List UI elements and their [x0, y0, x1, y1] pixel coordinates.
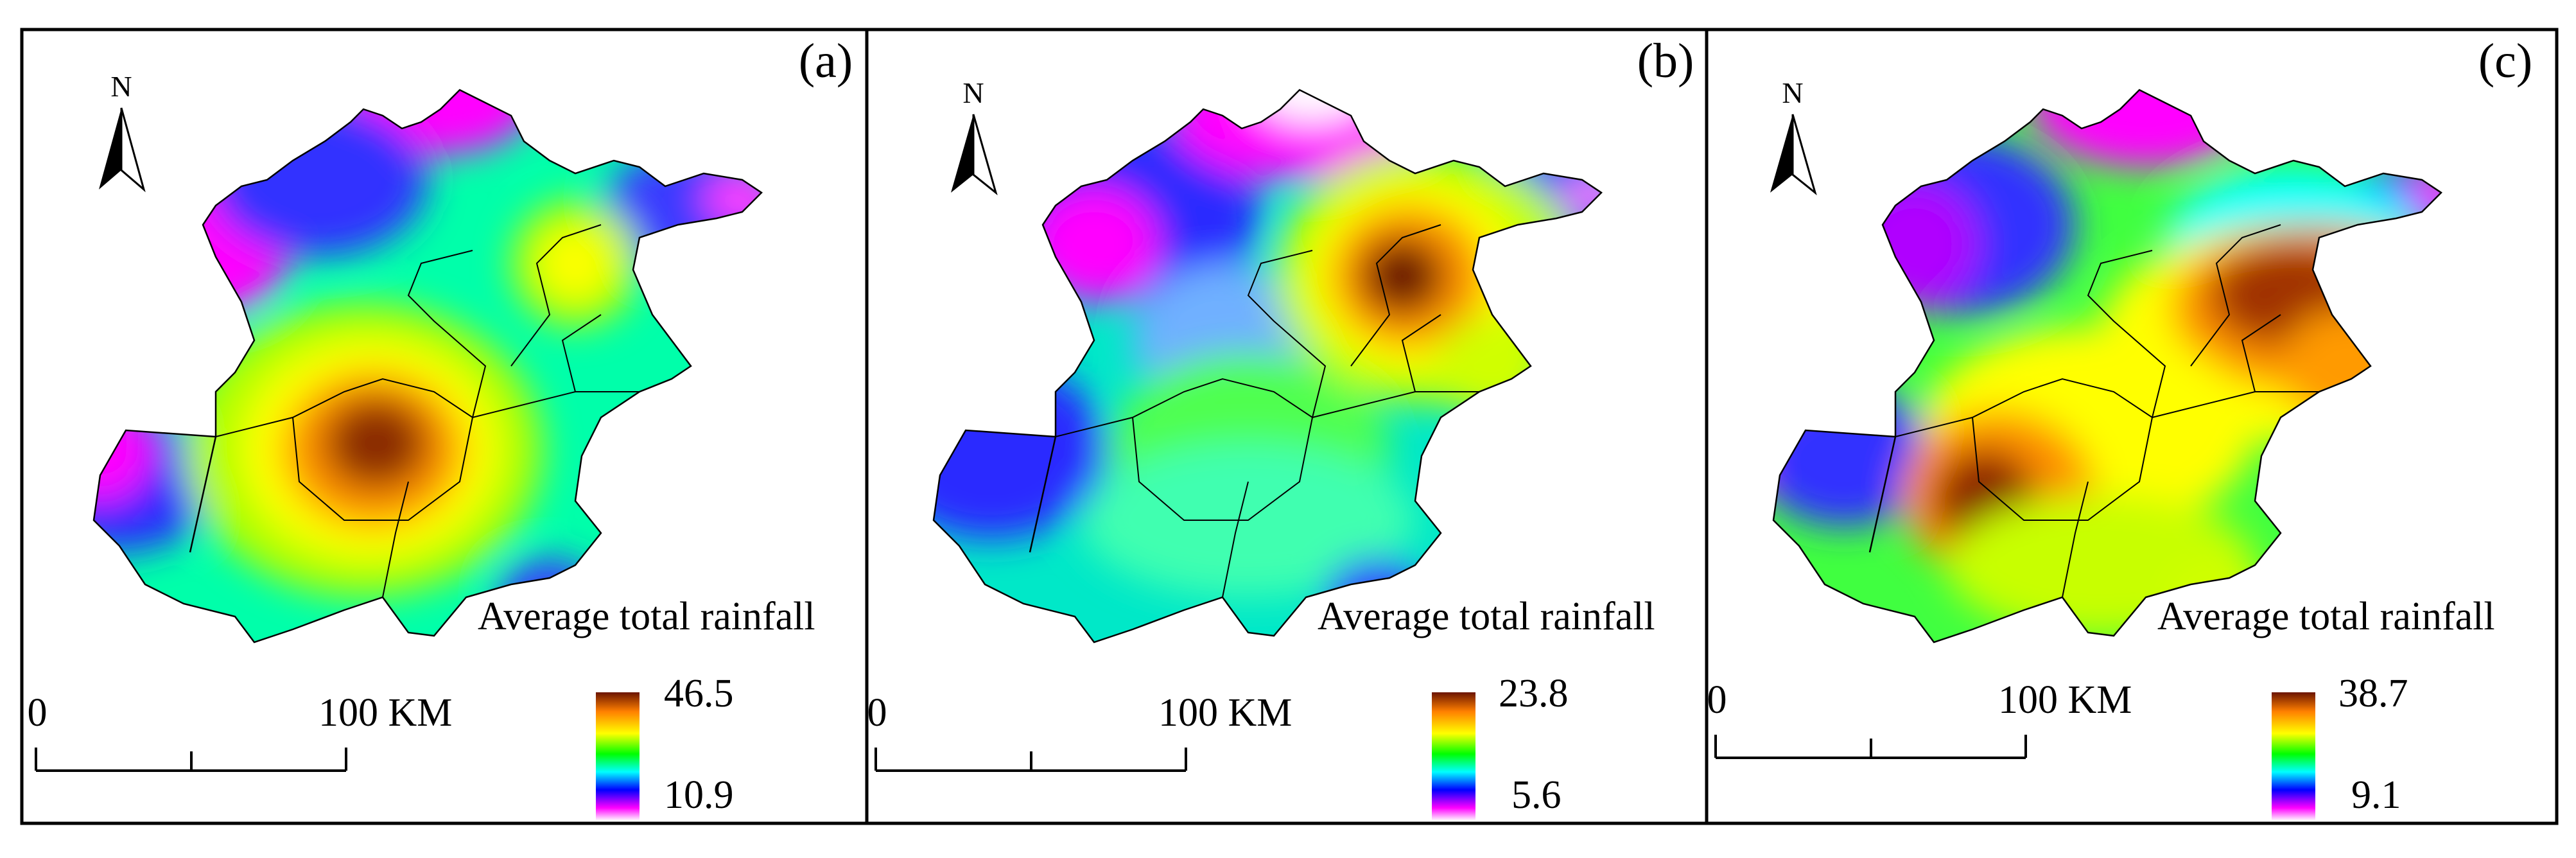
panel-label: (c)	[2478, 34, 2532, 88]
north-arrow-icon	[99, 108, 121, 189]
panel-label: (b)	[1637, 34, 1694, 88]
panel-c: (c) N Average total rainfall 38.7 9.1 0 …	[1707, 34, 2532, 821]
scale-end: 100 KM	[1998, 678, 2132, 722]
north-arrow-icon	[951, 114, 973, 193]
legend-max: 46.5	[664, 672, 734, 715]
color-ramp	[2272, 692, 2315, 821]
panel-b: (b) N Average total rainfall 23.8 5.6 0 …	[867, 34, 1694, 821]
legend-max: 23.8	[1499, 672, 1569, 715]
panel-label: (a)	[799, 34, 853, 88]
legend-title: Average total rainfall	[2157, 595, 2495, 638]
district-boundaries	[1055, 224, 1479, 598]
scale-start: 0	[1707, 678, 1727, 722]
rainfall-map-b	[934, 90, 1601, 642]
scale-end: 100 KM	[318, 691, 452, 735]
legend-max: 38.7	[2338, 672, 2408, 715]
north-label: N	[110, 70, 132, 103]
scale-start: 0	[28, 691, 48, 735]
color-ramp	[1432, 692, 1475, 821]
legend-title: Average total rainfall	[1318, 595, 1655, 638]
rainfall-map-a	[94, 90, 761, 642]
panel-a: (a) N Average total rainfall 46.5 10.9 0…	[28, 34, 853, 821]
legend-title: Average total rainfall	[478, 595, 815, 638]
north-arrow-icon	[1770, 114, 1793, 193]
north-label: N	[1782, 76, 1803, 109]
color-ramp	[596, 692, 640, 821]
scale-bar	[875, 748, 1187, 772]
north-arrow: N	[1770, 76, 1817, 196]
scale-bar	[1714, 735, 2027, 759]
scale-end: 100 KM	[1158, 691, 1292, 735]
scale-bar	[35, 748, 347, 772]
district-boundaries	[1895, 224, 2319, 598]
legend-min: 9.1	[2351, 773, 2401, 817]
figure-frame	[20, 28, 2559, 825]
rainfall-map-c	[1773, 90, 2441, 642]
north-label: N	[962, 76, 984, 109]
north-arrow: N	[99, 70, 146, 193]
legend-min: 10.9	[664, 773, 734, 817]
scale-start: 0	[867, 691, 887, 735]
legend-min: 5.6	[1511, 773, 1562, 817]
north-arrow: N	[951, 76, 998, 196]
district-boundaries	[215, 224, 640, 598]
